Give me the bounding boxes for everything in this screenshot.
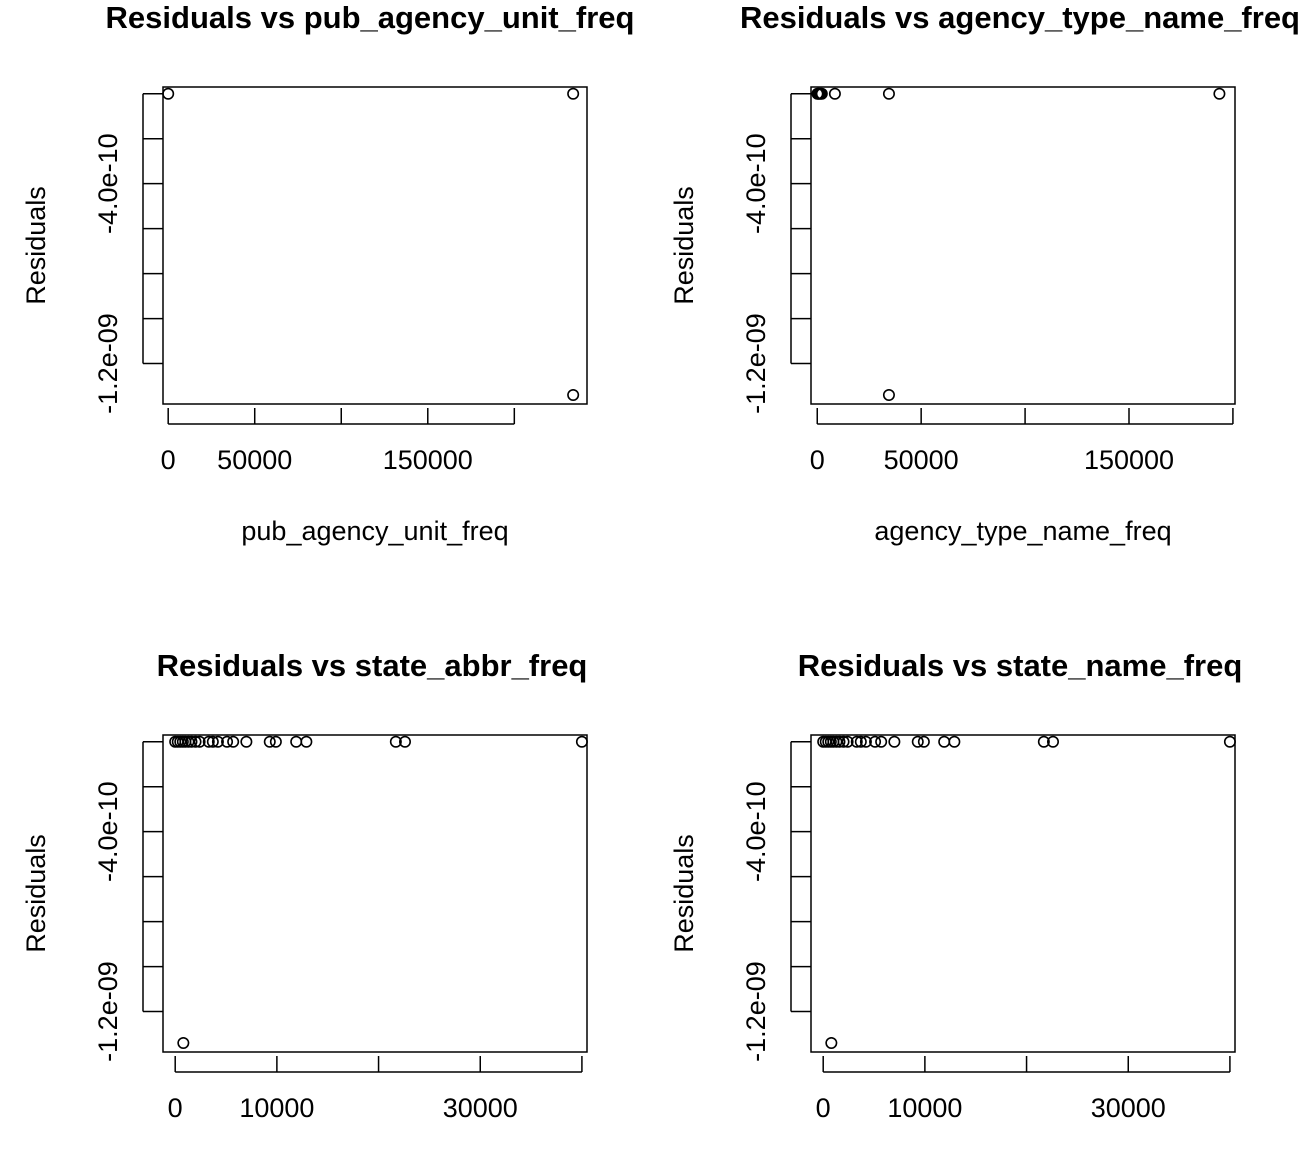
data-point: [189, 735, 202, 748]
x-tick-label: 30000: [1091, 1093, 1166, 1123]
plot-frame: [162, 86, 588, 405]
x-tick-label: 0: [810, 445, 825, 475]
y-tick-label: -1.2e-09: [741, 313, 771, 414]
data-point: [1223, 735, 1236, 748]
data-point: [162, 87, 175, 100]
data-point: [185, 735, 198, 748]
x-tick-label: 150000: [1084, 445, 1174, 475]
data-point: [567, 87, 580, 100]
data-point: [227, 735, 240, 748]
x-tick-label: 10000: [239, 1093, 314, 1123]
data-point: [869, 735, 882, 748]
data-point: [882, 87, 895, 100]
data-point: [206, 735, 219, 748]
x-tick-label: 0: [168, 1093, 183, 1123]
data-point: [859, 735, 872, 748]
plot-frame: [810, 86, 1236, 405]
data-point: [398, 735, 411, 748]
x-tick-label: 150000: [383, 445, 473, 475]
plot-panel-4: Residuals vs state_name_freq 0 10000 30000 -…: [669, 648, 1242, 1123]
data-point: [841, 735, 854, 748]
data-point: [221, 735, 234, 748]
data-point: [882, 389, 895, 402]
data-point: [177, 1037, 190, 1050]
y-tick-label: -4.0e-10: [93, 781, 123, 882]
y-axis-label: Residuals: [21, 834, 51, 953]
data-point: [389, 735, 402, 748]
data-point: [290, 735, 303, 748]
data-point: [1213, 87, 1226, 100]
plot-title: Residuals vs state_name_freq: [798, 648, 1243, 683]
data-point: [828, 87, 841, 100]
data-point: [948, 735, 961, 748]
data-point: [825, 1037, 838, 1050]
x-tick-label: 50000: [884, 445, 959, 475]
x-tick-label: 0: [816, 1093, 831, 1123]
x-axis-label: pub_agency_unit_freq: [241, 516, 508, 546]
x-tick-label: 50000: [217, 445, 292, 475]
data-point: [202, 735, 215, 748]
plot-title: Residuals vs pub_agency_unit_freq: [106, 0, 635, 35]
plot-panel-2: Residuals vs agency_type_name_freq 0 50000…: [669, 0, 1300, 546]
y-axis-label: Residuals: [669, 186, 699, 305]
y-tick-label: -4.0e-10: [741, 133, 771, 234]
y-tick-label: -4.0e-10: [741, 781, 771, 882]
plot-panel-3: Residuals vs state_abbr_freq 0 10000 30000 -…: [21, 648, 588, 1123]
data-point: [567, 389, 580, 402]
data-point: [300, 735, 313, 748]
data-point: [854, 735, 867, 748]
data-point: [917, 735, 930, 748]
y-tick-label: -4.0e-10: [93, 133, 123, 234]
data-point: [269, 735, 282, 748]
data-point: [815, 87, 828, 100]
x-tick-label: 10000: [887, 1093, 962, 1123]
plot-frame: [810, 734, 1236, 1053]
data-point: [911, 735, 924, 748]
y-tick-label: -1.2e-09: [93, 313, 123, 414]
x-tick-label: 30000: [443, 1093, 518, 1123]
data-point: [263, 735, 276, 748]
plot-panel-1: Residuals vs pub_agency_unit_freq 0 50000 1…: [21, 0, 634, 546]
data-point: [833, 735, 846, 748]
data-point: [1046, 735, 1059, 748]
y-axis-label: Residuals: [21, 186, 51, 305]
plot-frame: [162, 734, 588, 1053]
x-axis-label: agency_type_name_freq: [874, 516, 1171, 546]
data-point: [938, 735, 951, 748]
data-point: [1037, 735, 1050, 748]
data-point: [193, 735, 206, 748]
y-axis-label: Residuals: [669, 834, 699, 953]
data-point: [837, 735, 850, 748]
data-point: [240, 735, 253, 748]
y-tick-label: -1.2e-09: [741, 961, 771, 1062]
x-tick-label: 0: [161, 445, 176, 475]
plot-title: Residuals vs agency_type_name_freq: [740, 0, 1300, 35]
data-point: [850, 735, 863, 748]
plot-title: Residuals vs state_abbr_freq: [157, 648, 588, 683]
data-point: [211, 735, 224, 748]
data-point: [575, 735, 588, 748]
y-tick-label: -1.2e-09: [93, 961, 123, 1062]
data-point: [875, 735, 888, 748]
data-point: [888, 735, 901, 748]
